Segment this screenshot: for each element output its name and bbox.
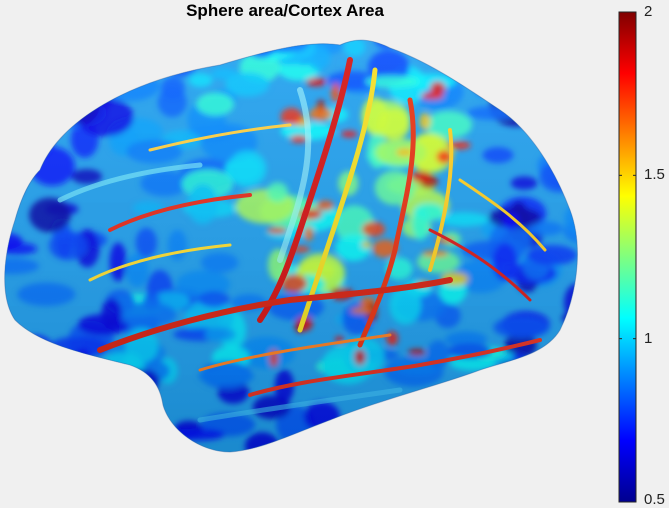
cortex-patch: [559, 350, 600, 363]
cortex-patch: [550, 29, 590, 48]
cortex-patch: [358, 421, 402, 456]
cortex-patch: [65, 29, 82, 54]
cortex-patch: [23, 79, 80, 112]
cortex-patch: [34, 58, 63, 71]
cortex-patch: [531, 352, 571, 374]
cortex-patch: [556, 18, 600, 57]
cortex-patch: [379, 413, 404, 447]
cortex-patch: [0, 74, 28, 107]
cortex-patch: [60, 446, 112, 460]
cortex-patch: [472, 68, 491, 97]
cortex-patch: [477, 408, 527, 426]
cortex-patch: [518, 79, 564, 93]
cortex-patch: [548, 371, 568, 389]
cortex-patch: [14, 351, 41, 378]
cortex-patch: [555, 139, 600, 159]
cortex-patch: [72, 86, 117, 98]
cortex-patch: [85, 383, 132, 410]
cortex-patch: [451, 25, 485, 59]
cortex-patch: [0, 151, 27, 191]
cortex-patch: [149, 435, 173, 460]
cortex-patch: [520, 41, 579, 58]
cortex-patch: [439, 435, 476, 467]
cortex-patch: [144, 25, 192, 46]
cortex-patch: [403, 438, 434, 459]
cortex-patch: [37, 25, 87, 58]
cortex-patch: [80, 63, 110, 89]
cortex-patch: [407, 30, 428, 51]
cortex-patch: [282, 441, 318, 479]
cortex-colored-mesh: [0, 18, 600, 479]
cortex-patch: [11, 117, 27, 145]
cortex-patch: [162, 433, 182, 454]
cortex-patch: [557, 368, 583, 388]
cortex-patch: [543, 94, 568, 106]
colorbar: [600, 0, 669, 508]
cortex-patch: [547, 65, 567, 81]
cortex-patch: [5, 31, 32, 64]
colorbar-tick-label: 0.5: [644, 492, 665, 508]
cortex-patch: [499, 362, 516, 402]
cortex-patch: [298, 445, 319, 461]
cortex-patch: [524, 95, 562, 119]
cortex-patch: [75, 49, 134, 64]
cortex-patch: [576, 27, 600, 55]
cortex-patch: [517, 371, 553, 387]
cortex-patch: [97, 50, 119, 65]
cortex-patch: [433, 420, 484, 442]
colorbar-tick-label: 1.5: [644, 167, 665, 183]
cortex-patch: [409, 421, 430, 446]
cortex-surface-plot: [0, 0, 600, 508]
cortex-patch: [375, 428, 424, 441]
cortex-patch: [23, 124, 61, 136]
cortex-patch: [87, 24, 107, 47]
cortex-patch: [42, 353, 76, 388]
cortex-patch: [547, 419, 596, 449]
cortex-patch: [20, 52, 79, 68]
cortex-patch: [489, 377, 540, 402]
cortex-patch: [60, 370, 88, 383]
cortex-patch: [127, 385, 145, 399]
colorbar-tick-label: 2: [644, 4, 652, 20]
cortex-patch: [0, 182, 22, 197]
cortex-patch: [31, 74, 80, 110]
cortex-patch: [3, 39, 42, 61]
cortex-patch: [53, 69, 105, 103]
colorbar-gradient: [619, 12, 636, 502]
colorbar-tick-label: 1: [644, 331, 652, 347]
cortex-patch: [446, 449, 483, 473]
cortex-patch: [30, 40, 76, 70]
cortex-patch: [540, 60, 595, 99]
